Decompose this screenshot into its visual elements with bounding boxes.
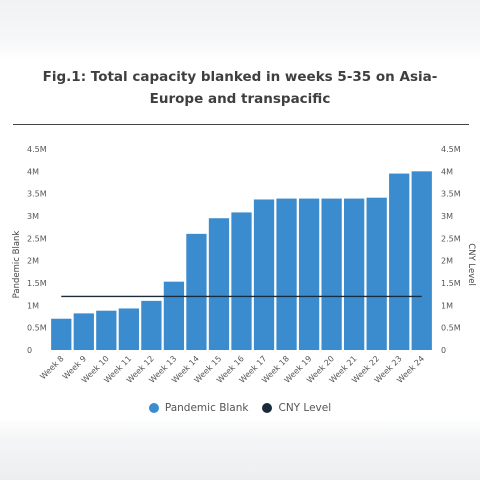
legend-item-pandemic-blank: Pandemic Blank <box>148 402 249 414</box>
bar-week-23 <box>389 173 410 350</box>
bar-week-22 <box>366 197 387 350</box>
title-divider <box>13 124 469 125</box>
y-tick-label-right: 3.5M <box>441 190 461 199</box>
y-tick-label-left: 3M <box>27 212 39 221</box>
y-tick-label-right: 2.5M <box>441 234 461 243</box>
y-tick-label-right: 3M <box>441 212 453 221</box>
y-tick-label-left: 1.5M <box>27 279 47 288</box>
y-tick-label-left: 0.5M <box>27 324 47 333</box>
legend-swatch-pandemic-blank <box>148 403 159 413</box>
bar-week-24 <box>411 171 432 350</box>
bar-week-18 <box>276 198 297 350</box>
x-tick-label: Week 8 <box>38 354 65 381</box>
bar-week-14 <box>186 233 207 350</box>
bar-week-21 <box>344 198 365 350</box>
bar-week-9 <box>73 313 94 350</box>
y-axis-title-right: CNY Level <box>466 243 476 286</box>
y-tick-label-left: 4.5M <box>27 145 47 154</box>
legend-label-pandemic-blank: Pandemic Blank <box>164 402 249 414</box>
y-tick-label-right: 4M <box>441 167 453 176</box>
chart-title: Fig.1: Total capacity blanked in weeks 5… <box>42 69 438 107</box>
bar-week-16 <box>231 212 252 350</box>
bar-week-8 <box>51 318 72 350</box>
chart-legend: Pandemic Blank CNY Level <box>0 402 480 414</box>
y-tick-label-left: 2M <box>27 257 39 266</box>
y-tick-label-right: 2M <box>441 257 453 266</box>
bar-week-15 <box>208 218 230 350</box>
y-tick-label-left: 4M <box>27 167 39 176</box>
bar-week-17 <box>253 199 275 350</box>
bar-week-13 <box>163 281 185 350</box>
y-tick-label-left: 0 <box>27 346 32 355</box>
bar-week-10 <box>96 310 117 350</box>
bar-week-19 <box>298 198 320 350</box>
legend-swatch-cny-level <box>262 403 273 413</box>
y-tick-label-right: 1M <box>441 301 453 310</box>
bar-week-20 <box>321 198 342 350</box>
y-tick-label-right: 4.5M <box>441 145 461 154</box>
legend-item-cny-level: CNY Level <box>262 402 331 414</box>
y-tick-label-left: 1M <box>27 301 39 310</box>
bar-week-11 <box>118 308 139 350</box>
y-tick-label-right: 0 <box>441 346 446 355</box>
bar-week-12 <box>141 300 162 350</box>
y-tick-label-left: 3.5M <box>27 190 47 199</box>
legend-label-cny-level: CNY Level <box>278 402 332 414</box>
y-axis-title-left: Pandemic Blank <box>12 231 22 299</box>
y-tick-label-right: 1.5M <box>441 279 461 288</box>
y-tick-label-left: 2.5M <box>27 234 47 243</box>
y-tick-label-right: 0.5M <box>441 324 461 333</box>
